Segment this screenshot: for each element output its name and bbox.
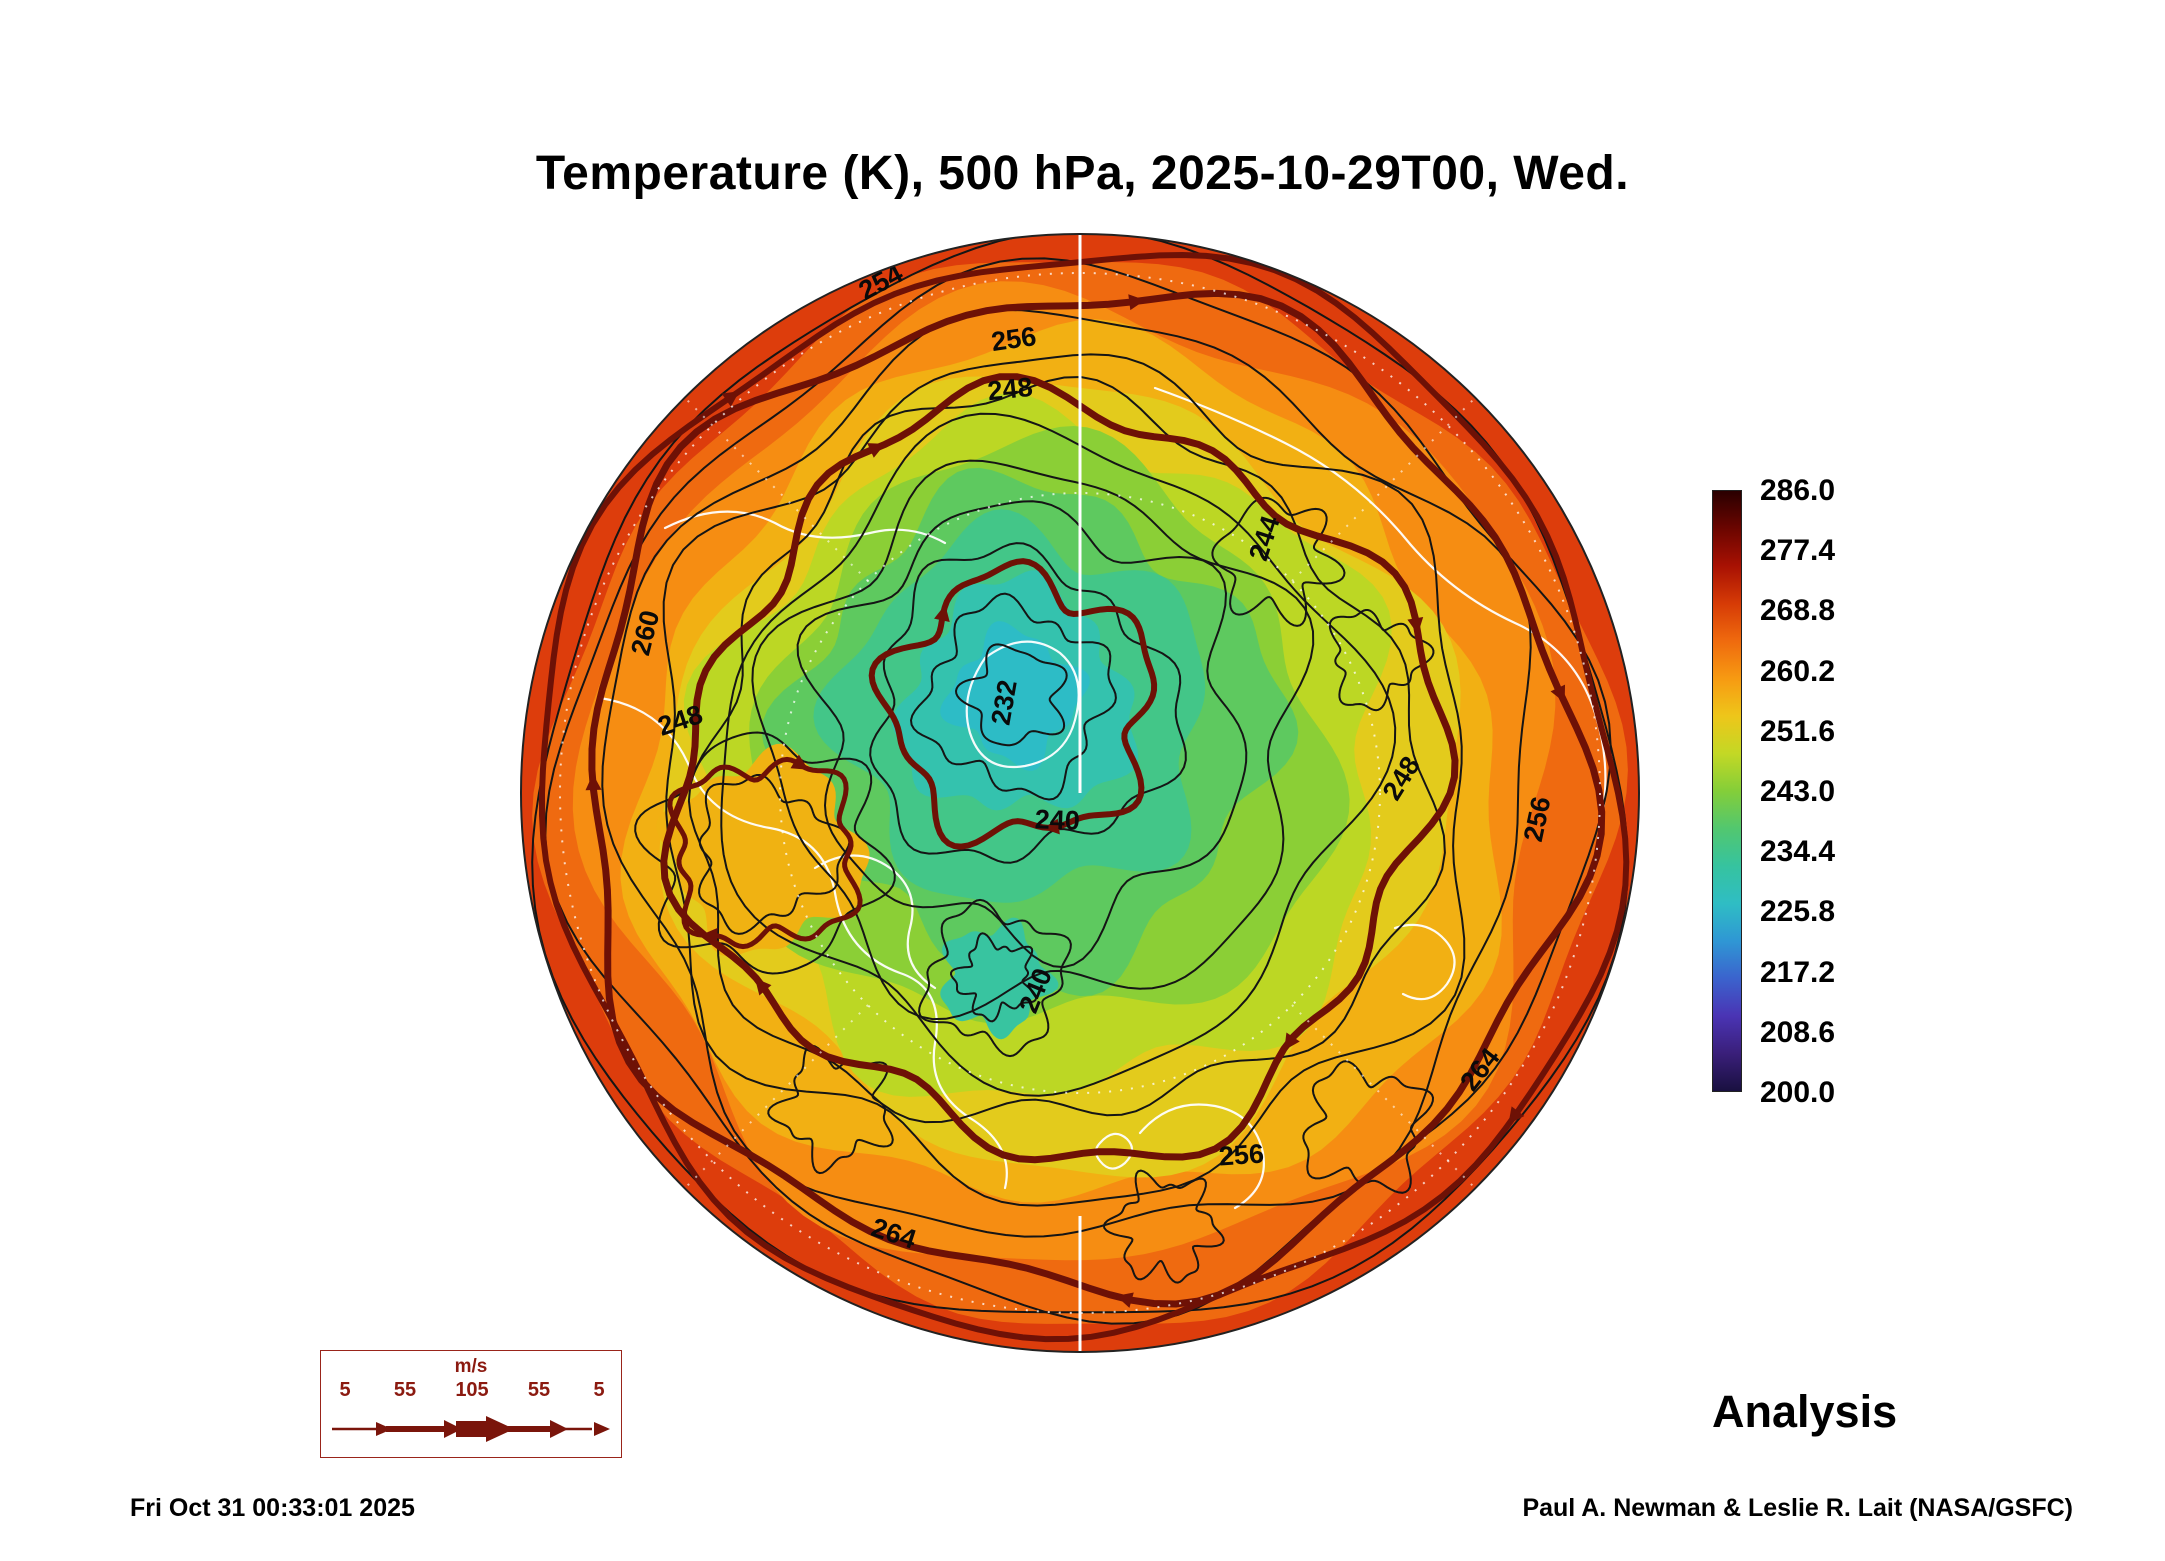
colorbar-tick-label: 251.6	[1760, 714, 1836, 748]
thin-contour	[1302, 1060, 1435, 1194]
coastline-path	[965, 640, 1080, 769]
colorbar-tick-label: 225.8	[1760, 895, 1836, 929]
wind-arrowhead	[1407, 617, 1424, 635]
chart-title: Temperature (K), 500 hPa, 2025-10-29T00,…	[535, 147, 1630, 200]
wind-tick-label: 55	[393, 1379, 417, 1401]
wind-arrowhead	[1042, 818, 1060, 835]
contour-label: 240	[1034, 804, 1080, 836]
latitude-circle	[559, 272, 1601, 1314]
thick-contour	[660, 373, 1459, 1164]
timestamp-label: Fri Oct 31 00:33:01 2025	[130, 1494, 415, 1522]
thick-contour	[539, 251, 1630, 1343]
colorbar-tick-label: 268.8	[1760, 594, 1836, 628]
thin-contour	[634, 731, 896, 975]
thin-contour	[698, 774, 851, 935]
wind-speed-legend: m/s 5 55 105 55 5	[320, 1350, 622, 1458]
wind-arrowhead	[1508, 1106, 1525, 1124]
thin-contour	[720, 412, 1397, 1097]
thin-contour	[954, 643, 1068, 747]
wind-arrowhead	[1128, 294, 1146, 311]
thin-contour	[949, 932, 1038, 1023]
credit-label: Paul A. Newman & Leslie R. Lait (NASA/GS…	[1522, 1494, 2073, 1522]
cold-pocket-band	[940, 917, 1059, 1040]
colorbar-tick-label: 286.0	[1760, 474, 1836, 507]
thin-contour	[1102, 1169, 1225, 1284]
wind-arrow-scale-icon	[332, 1416, 610, 1442]
thick-contour	[667, 756, 863, 950]
thin-contour	[1328, 609, 1435, 712]
wind-tick-label: 5	[593, 1379, 605, 1401]
wind-arrowhead	[585, 774, 602, 791]
graticule	[559, 234, 1601, 1352]
thin-contour	[751, 459, 1315, 1021]
colorbar-tick-label: 234.4	[1760, 835, 1836, 869]
wind-arrowhead	[1116, 1292, 1134, 1308]
colorbar-tick-label: 208.6	[1760, 1015, 1836, 1049]
wind-tick-label: 105	[455, 1379, 489, 1401]
wind-arrowhead	[721, 391, 740, 407]
contour-line-layers	[531, 234, 1630, 1343]
colorbar-tick-label: 217.2	[1760, 955, 1836, 989]
wind-tick-label: 5	[339, 1379, 351, 1401]
colorbar-tick-label: 260.2	[1760, 654, 1836, 688]
warm-ridge-band	[656, 743, 870, 957]
wind-arrowhead	[867, 443, 886, 458]
wind-arrowhead	[701, 927, 718, 944]
latitude-circle	[779, 492, 1381, 1094]
wind-arrowhead	[1550, 684, 1566, 703]
map-outline	[520, 233, 1640, 1353]
product-label: Analysis	[1712, 1386, 1898, 1437]
wind-arrowhead	[934, 604, 950, 622]
wind-arrowhead	[754, 978, 772, 996]
thin-contour	[1211, 496, 1346, 627]
wind-arrowhead	[1284, 1032, 1300, 1051]
thin-contour	[662, 353, 1466, 1207]
contour-label: 256	[989, 321, 1038, 357]
colorbar-gradient	[1712, 490, 1742, 1092]
wind-arrowhead	[790, 754, 809, 770]
contour-label: 256	[1218, 1138, 1265, 1171]
thick-contour	[868, 558, 1158, 850]
thin-contour	[601, 308, 1532, 1238]
colorbar-labels: 286.0 277.4 268.8 260.2 251.6 243.0 234.4 225.8…	[1760, 474, 1910, 1109]
wind-tick-label: 55	[527, 1379, 551, 1401]
coastline-path	[663, 510, 947, 545]
coastline-path	[1393, 923, 1456, 1001]
temperature-band	[940, 621, 1090, 771]
thin-contour	[796, 500, 1248, 969]
thin-contour	[918, 898, 1072, 1058]
thin-contour	[869, 542, 1187, 864]
wind-unit-label: m/s	[454, 1356, 488, 1377]
polar-map-svg: 254 256 248 244 232 240 248 260 248 256 …	[520, 233, 1640, 1353]
contour-label: 248	[986, 372, 1034, 407]
colorbar-tick-label: 277.4	[1760, 534, 1836, 568]
colorbar-tick-label: 200.0	[1760, 1076, 1836, 1109]
colorbar-tick-label: 243.0	[1760, 775, 1836, 808]
thin-contour	[909, 592, 1117, 801]
coastline-path	[813, 854, 937, 990]
